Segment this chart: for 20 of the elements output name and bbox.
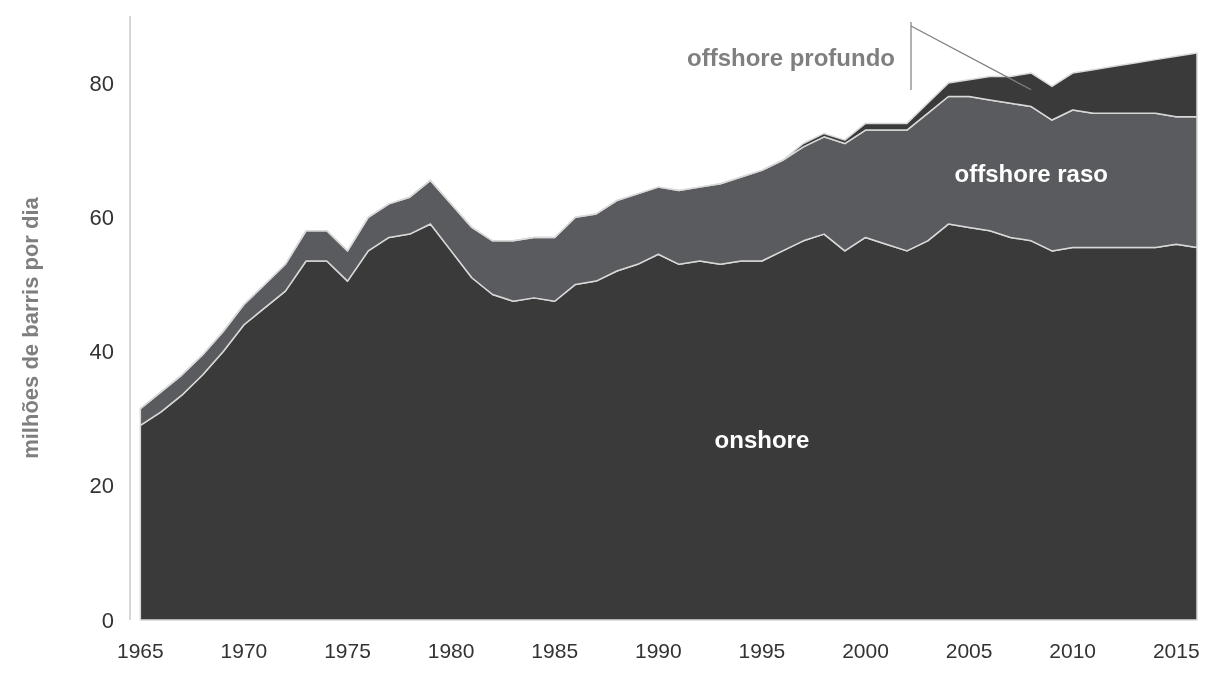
x-tick-label: 1990 (634, 639, 682, 662)
x-tick-label: 1965 (117, 639, 164, 662)
x-tick-label: 1985 (531, 639, 579, 662)
x-tick-label: 1980 (427, 639, 475, 662)
y-tick-label: 0 (101, 607, 114, 633)
x-tick-label: 1995 (738, 639, 786, 662)
x-tick-label: 1970 (220, 639, 268, 662)
x-tick-label: 1975 (324, 639, 371, 662)
y-axis-title: milhões de barris por dia (18, 196, 43, 459)
series-label: onshore (714, 426, 810, 454)
series-label: offshore profundo (687, 44, 895, 71)
y-tick-label: 40 (89, 339, 114, 365)
x-tick-label: 2005 (945, 639, 993, 662)
x-tick-label: 2010 (1049, 639, 1097, 662)
x-tick-label: 2015 (1152, 639, 1200, 662)
y-tick-label: 20 (89, 473, 114, 499)
y-tick-label: 60 (89, 204, 114, 230)
series-label: offshore raso (954, 159, 1108, 187)
y-tick-label: 80 (89, 70, 114, 96)
x-tick-label: 2000 (842, 639, 889, 662)
